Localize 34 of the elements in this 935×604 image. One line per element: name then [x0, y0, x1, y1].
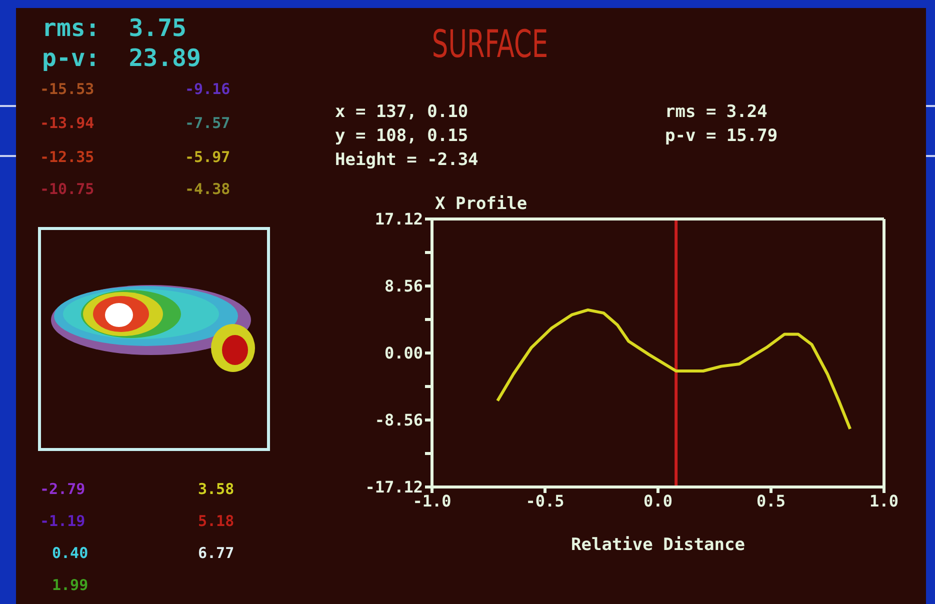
text: -9.16	[185, 80, 230, 98]
line-series	[496, 308, 852, 430]
x-tick-label: 0.5	[756, 491, 786, 510]
x-tick-label: 1.0	[870, 491, 898, 510]
text: -10.75	[40, 180, 94, 198]
text: rms = 3.24	[665, 102, 768, 122]
x-axis-title: Relative Distance	[571, 535, 745, 555]
y-tick-label: 0.00	[384, 344, 423, 363]
text: -13.94	[40, 114, 94, 132]
text: -15.53	[40, 80, 94, 98]
text: y = 108, 0.15	[335, 126, 468, 146]
text: -7.57	[185, 114, 230, 132]
text: 1.99	[52, 576, 88, 594]
text: x = 137, 0.10	[335, 102, 468, 122]
y-tick-label: 8.56	[384, 276, 423, 296]
text: -2.79	[40, 480, 86, 498]
text: p-v = 15.79	[665, 126, 778, 146]
text: 0.40	[52, 544, 88, 562]
x-tick-label: -0.5	[526, 491, 564, 510]
x-tick-label: 0.0	[644, 491, 672, 510]
y-tick-label: 17.12	[374, 210, 423, 229]
text: -5.97	[185, 148, 230, 166]
chart-title: SURFACE	[430, 22, 550, 66]
text: 6.77	[198, 544, 234, 562]
text: p-v: 23.89	[42, 44, 201, 72]
text: -4.38	[185, 180, 230, 198]
text: 3.58	[198, 480, 234, 498]
text: -12.35	[40, 148, 94, 166]
text: rms: 3.75	[42, 14, 186, 42]
chart-subtitle: X Profile	[435, 194, 528, 214]
y-tick-label: -8.56	[374, 410, 423, 430]
text: 5.18	[198, 512, 234, 530]
text: -1.19	[40, 512, 86, 530]
text: Height = -2.34	[335, 150, 478, 170]
